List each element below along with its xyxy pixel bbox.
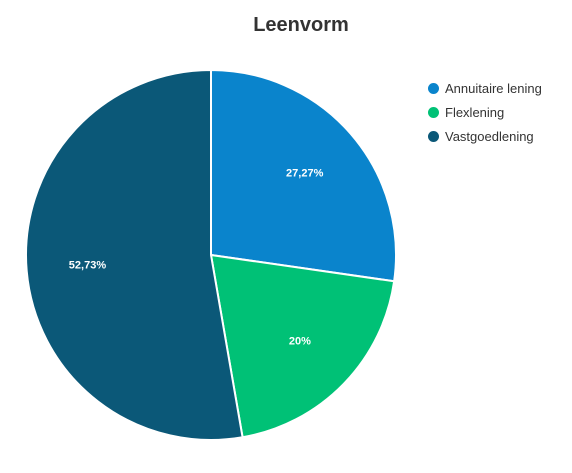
pie-label-flexlening: 20% <box>289 335 311 347</box>
pie-slice-labels: 27,27% 20% 52,73% <box>69 168 324 348</box>
legend-label-annuitaire-lening: Annuitaire lening <box>445 80 542 96</box>
pie-slices <box>25 69 397 441</box>
pie-label-vastgoedlening: 52,73% <box>69 260 107 272</box>
legend-label-vastgoedlening: Vastgoedlening <box>445 128 534 144</box>
legend-item-annuitaire-lening[interactable]: Annuitaire lening <box>428 76 542 100</box>
pie-label-annuitaire-lening: 27,27% <box>286 168 324 180</box>
chart-title: Leenvorm <box>253 14 349 36</box>
legend-swatch-annuitaire-lening <box>428 82 439 94</box>
legend-label-flexlening: Flexlening <box>445 104 505 120</box>
legend-swatch-vastgoedlening <box>428 130 439 142</box>
pie-slice-flexlening[interactable] <box>210 254 396 439</box>
legend-item-vastgoedlening[interactable]: Vastgoedlening <box>428 124 542 148</box>
chart-legend: Annuitaire lening Flexlening Vastgoedlen… <box>428 76 542 148</box>
legend-swatch-flexlening <box>428 106 439 118</box>
legend-item-flexlening[interactable]: Flexlening <box>428 100 542 124</box>
pie-slice-vastgoedlening[interactable] <box>25 69 244 441</box>
pie-slice-annuitaire-lening[interactable] <box>210 69 397 283</box>
